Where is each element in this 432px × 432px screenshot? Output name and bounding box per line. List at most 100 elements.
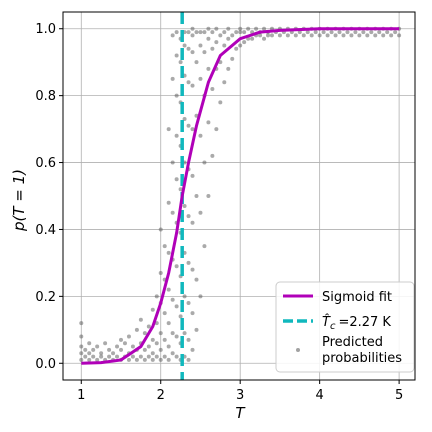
predicted-probability-point <box>186 357 191 362</box>
predicted-probability-point <box>178 314 183 319</box>
predicted-probability-point <box>397 33 402 38</box>
predicted-probability-point <box>142 331 147 336</box>
predicted-probability-point <box>126 357 131 362</box>
predicted-probability-point <box>142 347 147 352</box>
x-tick-label: 1 <box>77 388 85 403</box>
predicted-probability-point <box>202 244 207 249</box>
predicted-probability-point <box>166 357 171 362</box>
predicted-probability-point <box>206 66 211 71</box>
predicted-probability-point <box>190 173 195 178</box>
predicted-probability-point <box>198 210 203 215</box>
predicted-probability-point <box>174 53 179 58</box>
predicted-probability-point <box>393 30 398 35</box>
predicted-probability-point <box>194 30 199 35</box>
predicted-probability-point <box>198 294 203 299</box>
predicted-probability-point <box>246 26 251 31</box>
plot-frame <box>62 11 416 381</box>
predicted-probability-point <box>329 30 334 35</box>
predicted-probability-point <box>194 327 199 332</box>
predicted-probability-point <box>190 127 195 132</box>
predicted-probability-point <box>357 33 362 38</box>
predicted-probability-point <box>210 46 215 51</box>
predicted-probability-point <box>166 127 171 132</box>
predicted-probability-point <box>317 33 322 38</box>
predicted-probability-point <box>99 354 104 359</box>
predicted-probability-point <box>214 127 219 132</box>
predicted-probability-point <box>170 331 175 336</box>
predicted-probability-point <box>83 347 88 352</box>
predicted-probability-point <box>170 351 175 356</box>
y-tick-label: 0.0 <box>35 357 56 372</box>
predicted-probability-point <box>345 30 350 35</box>
predicted-probability-point <box>190 220 195 225</box>
predicted-probability-point <box>166 287 171 292</box>
predicted-probability-point <box>325 33 330 38</box>
predicted-probability-point <box>353 30 358 35</box>
predicted-probability-point <box>190 33 195 38</box>
predicted-probability-point <box>174 30 179 35</box>
predicted-probability-point <box>226 26 231 31</box>
predicted-probability-point <box>83 354 88 359</box>
predicted-probability-point <box>170 210 175 215</box>
predicted-probability-point <box>206 36 211 41</box>
predicted-probability-point <box>210 153 215 158</box>
predicted-probability-point <box>190 311 195 316</box>
predicted-probability-point <box>361 30 366 35</box>
predicted-probability-point <box>119 347 124 352</box>
predicted-probability-point <box>202 160 207 165</box>
predicted-probability-point <box>182 331 187 336</box>
predicted-probability-point <box>206 120 211 125</box>
predicted-probability-point <box>158 347 163 352</box>
predicted-probability-point <box>146 324 151 329</box>
predicted-probability-point <box>210 30 215 35</box>
predicted-probability-point <box>186 260 191 265</box>
predicted-probability-point <box>162 337 167 342</box>
predicted-probability-point <box>301 33 306 38</box>
predicted-probability-point <box>146 344 151 349</box>
predicted-probability-point <box>262 36 267 41</box>
legend-tc-symbol: T̂ <box>322 315 331 330</box>
predicted-probability-point <box>198 76 203 81</box>
y-tick-label: 0.2 <box>35 290 56 305</box>
predicted-probability-point <box>226 36 231 41</box>
predicted-probability-point <box>146 354 151 359</box>
predicted-probability-point <box>170 76 175 81</box>
predicted-probability-point <box>119 337 124 342</box>
predicted-probability-point <box>158 331 163 336</box>
predicted-probability-point <box>222 43 227 48</box>
predicted-probability-point <box>321 30 326 35</box>
predicted-probability-point <box>222 30 227 35</box>
predicted-probability-point <box>242 40 247 45</box>
predicted-probabilities-scatter <box>79 26 402 362</box>
predicted-probability-point <box>218 33 223 38</box>
predicted-probability-point <box>174 93 179 98</box>
predicted-probability-point <box>99 351 104 356</box>
sigmoid-fit-line <box>81 27 400 365</box>
predicted-probability-point <box>162 354 167 359</box>
predicted-probability-point <box>373 33 378 38</box>
predicted-probability-point <box>174 354 179 359</box>
predicted-probability-point <box>198 133 203 138</box>
y-axis-label: p(T = 1) <box>10 169 28 232</box>
predicted-probability-point <box>210 86 215 91</box>
x-tick-label: 2 <box>157 388 165 403</box>
predicted-probability-point <box>266 33 271 38</box>
predicted-probability-point <box>230 33 235 38</box>
predicted-probability-point <box>198 30 203 35</box>
predicted-probability-point <box>122 341 127 346</box>
predicted-probability-point <box>154 294 159 299</box>
predicted-probability-point <box>190 267 195 272</box>
predicted-probability-point <box>126 334 131 339</box>
predicted-probability-point <box>313 30 318 35</box>
predicted-probability-point <box>130 344 135 349</box>
predicted-probability-point <box>95 344 100 349</box>
predicted-probability-point <box>206 194 211 198</box>
predicted-probability-point <box>341 33 346 38</box>
predicted-probability-point <box>186 123 191 128</box>
predicted-probability-point <box>230 56 235 61</box>
predicted-probability-point <box>186 214 191 219</box>
predicted-probability-point <box>174 133 179 138</box>
predicted-probability-point <box>194 60 199 65</box>
predicted-probability-point <box>79 334 84 339</box>
predicted-probability-point <box>277 33 282 38</box>
